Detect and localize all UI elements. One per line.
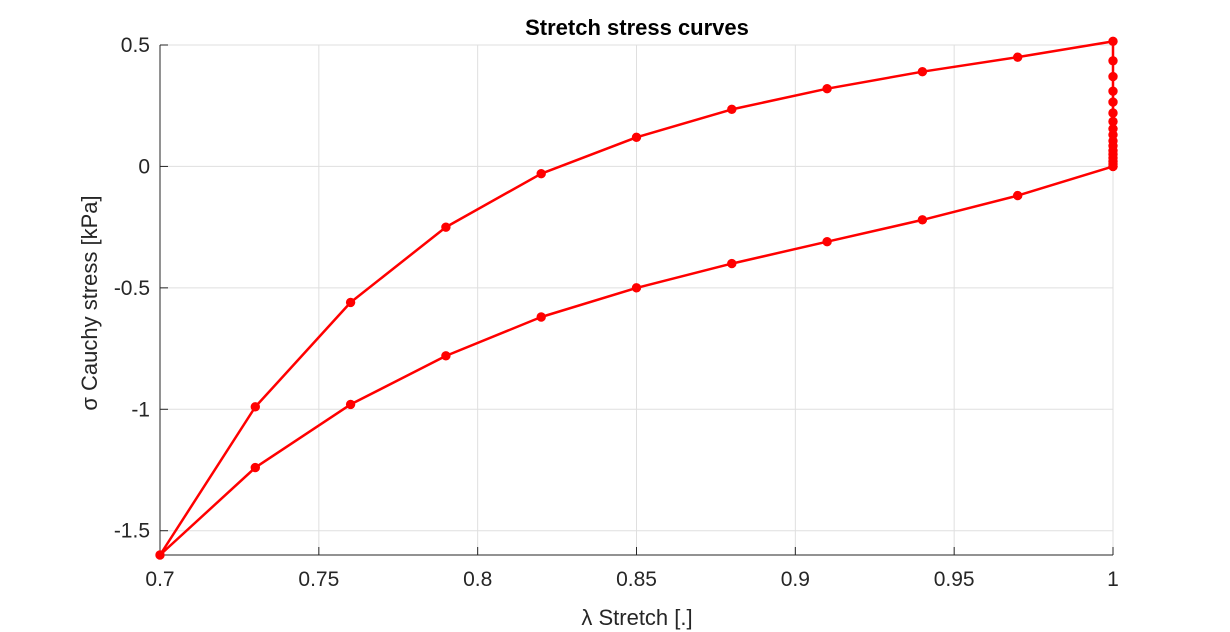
data-point: [155, 550, 165, 560]
data-point: [250, 462, 261, 473]
y-tick-label: 0.5: [121, 34, 150, 57]
data-point: [822, 237, 832, 247]
data-point: [536, 169, 546, 179]
chart-title: Stretch stress curves: [525, 15, 749, 40]
x-tick-label: 0.85: [616, 568, 657, 591]
axes: [159, 44, 1114, 556]
data-point: [345, 399, 356, 410]
data-point: [345, 297, 356, 308]
data-point: [1108, 161, 1118, 172]
y-tick-label: -0.5: [114, 277, 150, 300]
x-tick-label: 0.9: [781, 568, 810, 591]
data-point: [441, 222, 451, 232]
data-point: [917, 215, 928, 225]
data-point: [1108, 86, 1118, 96]
x-tick-label: 0.7: [145, 568, 174, 591]
y-axis-label: σ Cauchy stress [kPa]: [77, 195, 102, 410]
data-point: [1108, 97, 1118, 107]
data-point: [1108, 56, 1118, 66]
x-tick-label: 0.75: [298, 568, 339, 591]
grid: [159, 44, 1114, 555]
data-point: [536, 312, 546, 322]
y-tick-label: 0: [138, 155, 150, 178]
data-point: [1108, 71, 1118, 82]
data-point: [1108, 36, 1118, 47]
data-point: [631, 132, 642, 142]
x-tick-label: 0.8: [463, 568, 492, 591]
series: [155, 36, 1118, 560]
data-point: [1108, 108, 1118, 118]
x-tick-label: 1: [1107, 568, 1119, 591]
data-point: [250, 402, 261, 412]
data-point: [727, 104, 737, 115]
data-point: [1013, 190, 1023, 201]
tick-labels: 0.7 0.75 0.8 0.85 0.9 0.95 1 -1.5 -1 -0.5 0 0.5: [114, 34, 1119, 591]
x-tick-label: 0.95: [934, 568, 975, 591]
x-axis-label: λ Stretch [.]: [581, 605, 692, 630]
data-point: [727, 258, 737, 269]
y-tick-label: -1: [131, 398, 150, 421]
y-tick-label: -1.5: [114, 520, 150, 543]
data-point: [441, 351, 451, 361]
data-point: [1013, 52, 1023, 62]
data-point: [917, 67, 928, 77]
data-point: [822, 84, 832, 94]
data-point: [631, 283, 642, 293]
